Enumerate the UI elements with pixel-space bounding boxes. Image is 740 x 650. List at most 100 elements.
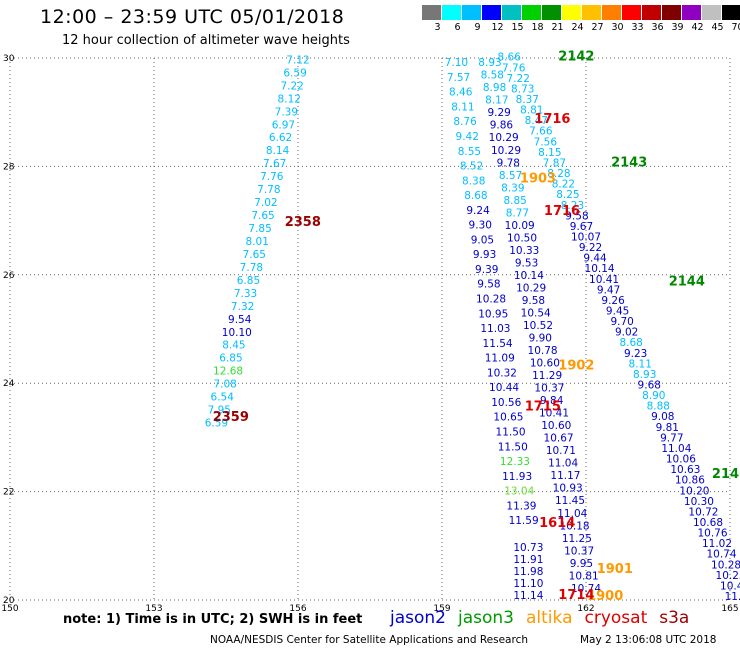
- footer-timestamp: May 2 13:06:08 UTC 2018: [580, 634, 717, 646]
- swh-label: 7.56: [534, 136, 558, 148]
- swh-label: 10.93: [553, 483, 583, 495]
- x-tick-label: 153: [145, 604, 162, 614]
- swh-label: 6.85: [237, 275, 260, 287]
- pass-time-label: 2144: [669, 275, 705, 290]
- pass-time-label: 1900: [587, 589, 623, 604]
- swh-label: 8.73: [511, 83, 534, 95]
- swh-label: 10.33: [509, 245, 539, 257]
- x-tick-label: 159: [433, 604, 450, 614]
- swh-label: 10.95: [478, 308, 508, 320]
- swh-label: 11.25: [562, 533, 592, 545]
- swh-label: 10.41: [539, 408, 569, 420]
- swh-label: 9.58: [565, 210, 588, 222]
- swh-label: 8.11: [451, 101, 474, 113]
- swh-label: 7.76: [502, 62, 526, 74]
- swh-label: 10.60: [541, 420, 571, 432]
- colorbar-label: 12: [491, 22, 504, 33]
- swh-label: 7.32: [231, 301, 254, 313]
- swh-label: 10.68: [693, 517, 723, 529]
- swh-label: 8.11: [629, 358, 652, 370]
- pass-time-label: 1714: [558, 588, 594, 603]
- swh-label: 6.97: [272, 119, 295, 131]
- swh-label: 7.65: [251, 210, 274, 222]
- swh-label: 7.78: [240, 262, 263, 274]
- swh-label: 9.30: [469, 220, 492, 232]
- swh-label: 7.67: [263, 158, 286, 170]
- swh-label: 8.17: [485, 95, 508, 107]
- swh-label: 7.78: [257, 184, 280, 196]
- swh-label: 8.66: [498, 52, 522, 64]
- swh-label: 10.74: [571, 583, 601, 595]
- swh-label: 9.58: [477, 279, 500, 291]
- swh-label: 11.59: [509, 515, 539, 527]
- colorbar: [422, 5, 740, 21]
- swh-label: 7.02: [254, 197, 277, 209]
- swh-label: 10.74: [706, 549, 736, 561]
- swh-label: 7.10: [445, 57, 468, 69]
- swh-label: 7.57: [447, 72, 470, 84]
- swh-label: 7.66: [529, 126, 553, 138]
- swh-label: 8.88: [647, 401, 670, 413]
- colorbar-label: 24: [571, 22, 584, 33]
- swh-label: 9.84: [540, 395, 564, 407]
- colorbar-swatch: [662, 5, 682, 20]
- swh-label: 9.05: [471, 234, 494, 246]
- swh-label: 10.37: [564, 545, 594, 557]
- swh-label: 7.85: [248, 223, 271, 235]
- footnote: note: 1) Time is in UTC; 2) SWH is in fe…: [63, 612, 363, 627]
- swh-label: 8.76: [453, 116, 477, 128]
- swh-label: 7.39: [275, 106, 298, 118]
- swh-label: 6.62: [269, 132, 292, 144]
- swh-label: 11.17: [550, 470, 580, 482]
- swh-label: 12.68: [213, 366, 243, 378]
- colorbar-swatch: [442, 5, 462, 20]
- swh-label: 10.28: [476, 294, 506, 306]
- swh-label: 11.04: [557, 508, 587, 520]
- colorbar-swatch: [482, 5, 502, 20]
- swh-label: 7.87: [543, 157, 566, 169]
- swh-label: 10.32: [487, 367, 517, 379]
- swh-label: 11.50: [498, 441, 528, 453]
- swh-label: 9.58: [522, 295, 545, 307]
- colorbar-swatch: [642, 5, 662, 20]
- pass-time-label: 2359: [213, 410, 249, 425]
- swh-label: 9.86: [490, 120, 514, 132]
- swh-label: 8.58: [481, 70, 504, 82]
- swh-label: 8.52: [460, 161, 483, 173]
- colorbar-label: 15: [511, 22, 524, 33]
- swh-label: 9.77: [660, 432, 683, 444]
- swh-label: 7.22: [507, 73, 530, 85]
- swh-label: 10.73: [513, 542, 543, 554]
- pass-time-label: 2358: [285, 215, 321, 230]
- swh-label: 10.71: [546, 445, 576, 457]
- x-tick-label: 150: [1, 604, 18, 614]
- colorbar-swatch: [542, 5, 562, 20]
- swh-label: 10.50: [507, 232, 537, 244]
- swh-label: 8.68: [619, 337, 642, 349]
- swh-label: 10.10: [222, 327, 252, 339]
- swh-label: 8.46: [449, 87, 473, 99]
- swh-label: 9.42: [456, 131, 479, 143]
- swh-label: 9.26: [601, 295, 625, 307]
- colorbar-swatch: [462, 5, 482, 20]
- swh-label: 8.47: [525, 115, 548, 127]
- swh-label: 6.85: [219, 353, 242, 365]
- swh-label: 11.14: [513, 590, 543, 602]
- swh-label: 9.53: [515, 257, 538, 269]
- pass-time-label: 1901: [597, 562, 633, 577]
- swh-label: 7.65: [243, 249, 266, 261]
- swh-label: 9.54: [228, 314, 252, 326]
- colorbar-swatch: [702, 5, 722, 20]
- swh-label: 8.98: [483, 82, 506, 94]
- swh-label: 8.55: [458, 146, 481, 158]
- swh-label: 8.23: [561, 200, 584, 212]
- swh-label: 10.44: [489, 382, 519, 394]
- swh-label: 9.47: [597, 284, 620, 296]
- swh-label: 7.76: [260, 171, 284, 183]
- swh-label: 8.93: [478, 57, 501, 69]
- swh-label: 10.76: [697, 528, 727, 540]
- swh-label: 8.25: [556, 189, 579, 201]
- swh-label: 10.14: [585, 263, 615, 275]
- y-tick-label: 20: [3, 596, 15, 606]
